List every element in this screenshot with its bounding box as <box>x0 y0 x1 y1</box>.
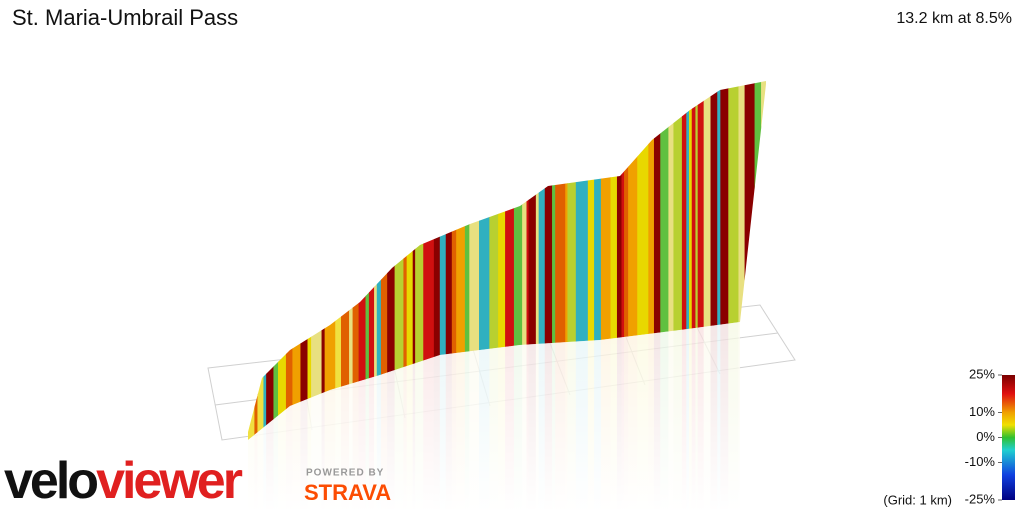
wall-stripe <box>415 81 424 440</box>
strava: STRAVA <box>304 480 391 505</box>
wall-stripe <box>510 81 515 440</box>
wall-stripe <box>594 81 602 440</box>
wall-stripe <box>300 81 309 440</box>
wall-stripe <box>307 81 312 440</box>
wall-stripe <box>505 81 511 440</box>
wall-stripe <box>660 81 663 440</box>
logo: veloviewer <box>4 452 243 510</box>
wall-stripe <box>285 81 293 440</box>
wall-stripe <box>681 81 687 440</box>
legend-tick-label: -10% <box>965 454 996 469</box>
wall-stripe <box>479 81 490 440</box>
wall-stripe <box>600 81 612 440</box>
wall-stripe <box>423 81 435 440</box>
wall-stripe <box>489 81 499 440</box>
wall-stripe <box>412 81 416 440</box>
wall-stripe <box>406 81 414 440</box>
wall-stripe <box>717 81 721 440</box>
title: St. Maria-Umbrail Pass <box>12 5 238 30</box>
wall-stripe <box>266 81 274 440</box>
wall-stripe <box>728 81 739 440</box>
wall-stripe <box>695 81 699 440</box>
wall-stripe <box>697 81 705 440</box>
wall-stripe <box>273 81 279 440</box>
color-bar <box>1002 375 1015 500</box>
grid-note: (Grid: 1 km) <box>883 492 952 507</box>
reflection-stripe <box>745 320 755 512</box>
wall-stripe <box>621 81 625 440</box>
wall-stripe <box>703 81 712 440</box>
wall-stripe <box>668 81 674 440</box>
legend-tick-label: 0% <box>976 429 995 444</box>
wall-stripe <box>311 81 323 440</box>
wall-stripe <box>544 81 553 440</box>
wall-stripe <box>567 81 577 440</box>
wall-stripe <box>610 81 618 440</box>
wall-stripe <box>689 81 693 440</box>
wall-stripe <box>648 81 655 440</box>
wall-stripe <box>439 81 447 440</box>
wall-stripe <box>526 81 530 440</box>
wall-stripe <box>583 81 589 440</box>
wall-stripe <box>538 81 546 440</box>
summary: 13.2 km at 8.5% <box>896 10 1012 27</box>
reflection-stripe <box>761 320 771 512</box>
wall-stripe <box>662 81 669 440</box>
legend-tick-label: -25% <box>965 491 996 506</box>
legend: 25% 10% 0% -10% -25% <box>965 366 1002 506</box>
wall-stripe <box>616 81 622 440</box>
wall-stripe <box>640 81 649 440</box>
wall-stripe <box>591 81 595 440</box>
wall-stripe <box>720 81 729 440</box>
wall-stripe <box>248 81 255 440</box>
wall-stripe <box>738 81 746 440</box>
legend-tick-label: 25% <box>969 366 995 381</box>
wall-stripe <box>451 81 457 440</box>
wall-stripe <box>469 81 480 440</box>
wall-stripe <box>653 81 661 440</box>
wall-stripe <box>624 81 629 440</box>
wall-stripe <box>686 81 690 440</box>
wall-stripe <box>445 81 453 440</box>
wall-stripe <box>528 81 537 440</box>
wall-stripe <box>552 81 556 440</box>
wall-stripe <box>761 81 766 440</box>
wall-stripe <box>403 81 408 440</box>
wall-stripe <box>513 81 523 440</box>
wall-stripe <box>691 81 696 440</box>
wall-stripe <box>498 81 506 440</box>
wall-stripe <box>637 81 642 440</box>
wall-stripe <box>710 81 718 440</box>
wall-stripe <box>433 81 441 440</box>
wall-stripe <box>628 81 638 440</box>
powered-by: POWERED BY <box>306 468 384 479</box>
wall-stripe <box>535 81 540 440</box>
wall-stripe <box>565 81 568 440</box>
wall-stripe <box>744 81 756 440</box>
wall-stripe <box>292 81 301 440</box>
wall-stripe <box>575 81 585 440</box>
wall-stripe <box>673 81 683 440</box>
wall-stripe <box>257 81 264 440</box>
wall-stripe <box>278 81 287 440</box>
wall-stripe <box>587 81 592 440</box>
reflection-stripe <box>755 320 762 512</box>
logo-a: velo <box>4 452 97 510</box>
wall-stripe <box>254 81 258 440</box>
wall-stripe <box>555 81 566 440</box>
wall-stripe <box>464 81 470 440</box>
wall-stripe <box>456 81 466 440</box>
wall-stripe <box>522 81 528 440</box>
wall-stripe <box>754 81 762 440</box>
legend-tick-label: 10% <box>969 404 995 419</box>
logo-b: viewer <box>96 452 243 510</box>
